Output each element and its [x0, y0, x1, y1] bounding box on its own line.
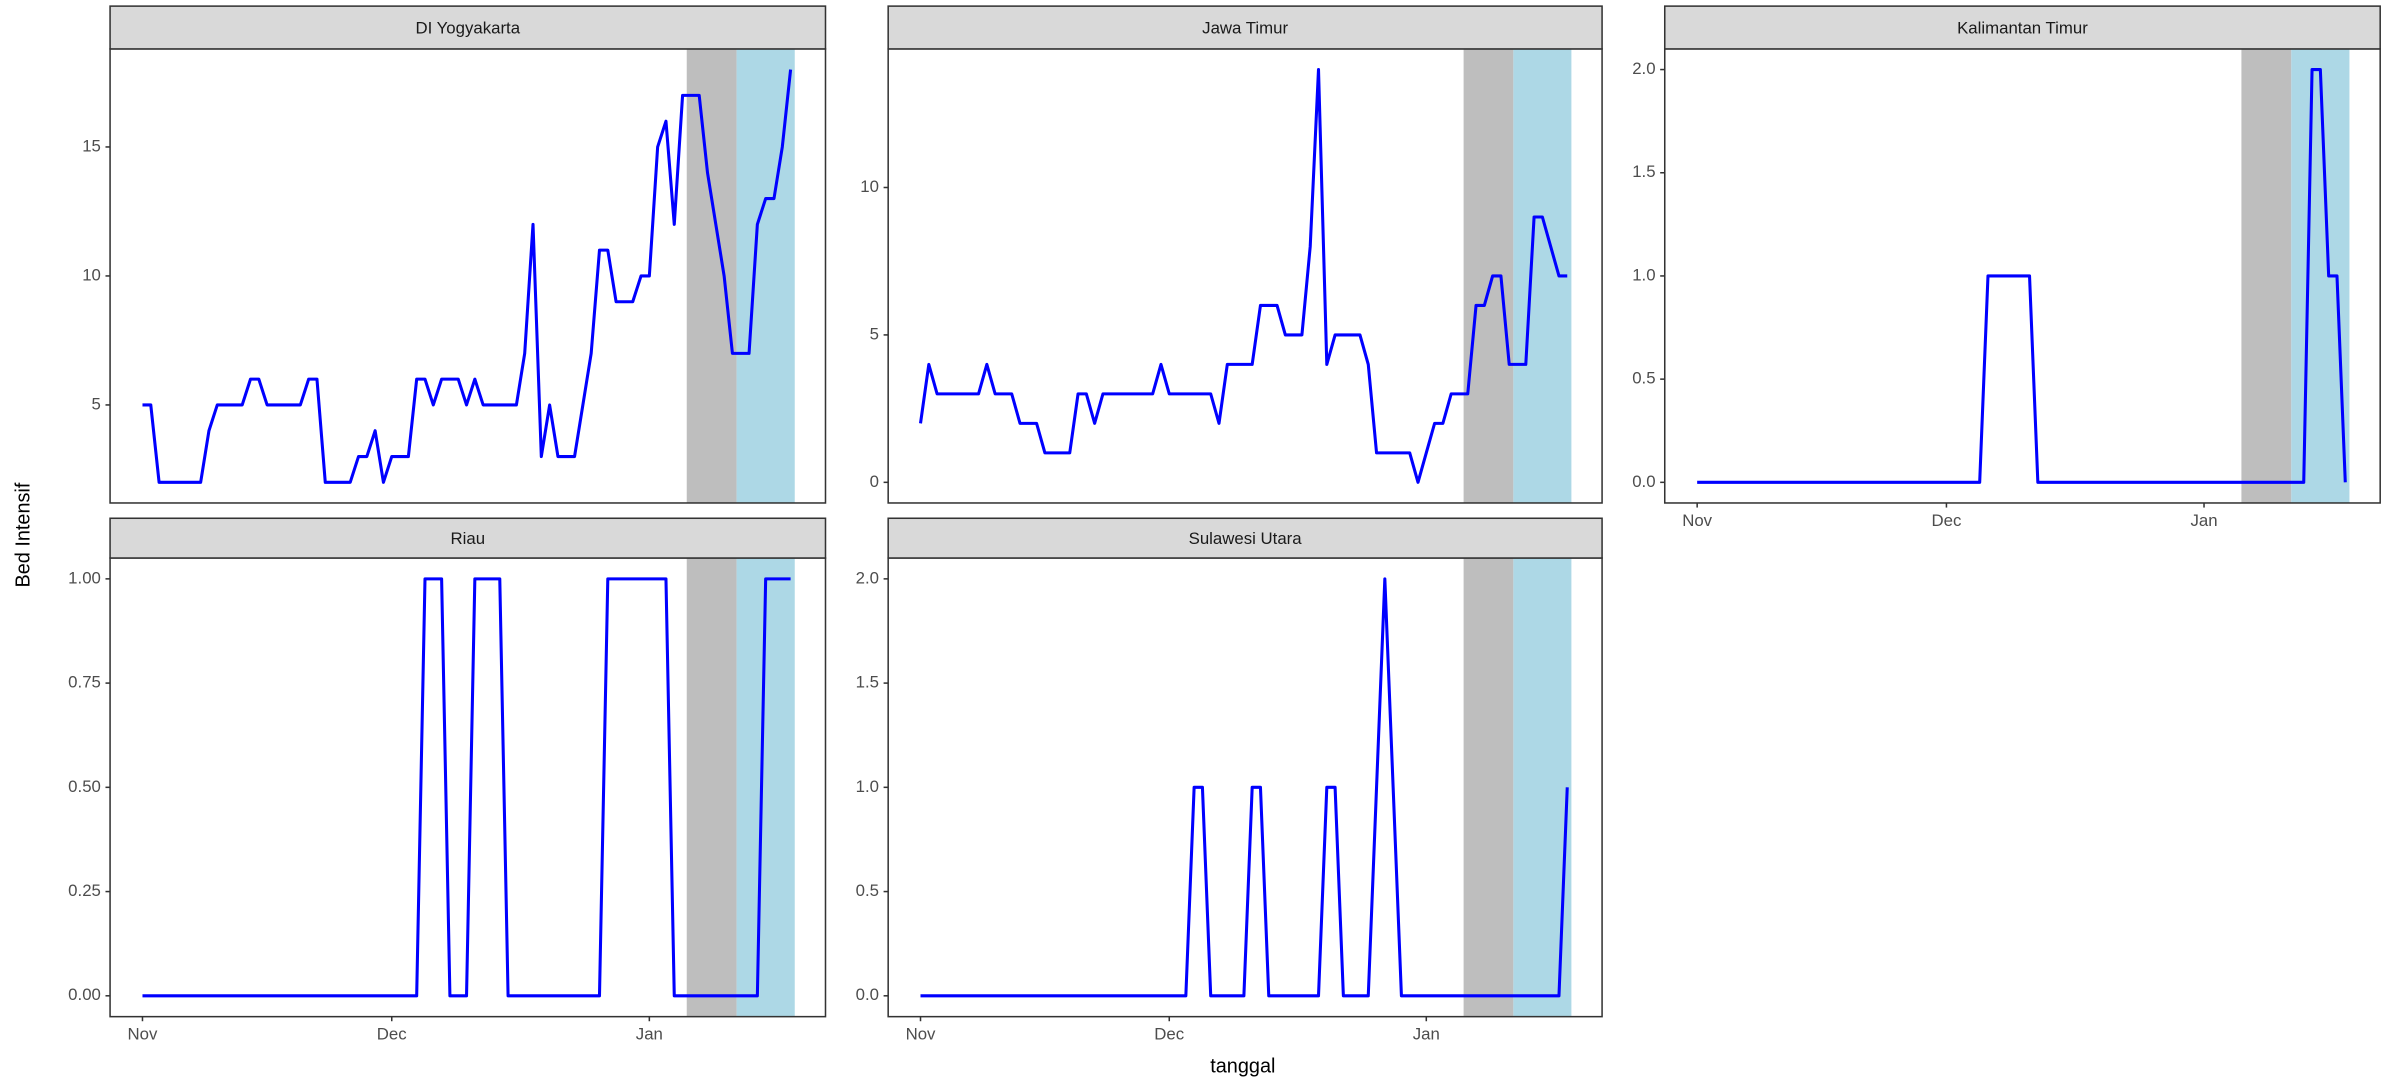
strip-label: Sulawesi Utara	[1189, 529, 1303, 548]
y-tick-label: 2.0	[1632, 59, 1655, 78]
highlight-band	[1513, 558, 1572, 1017]
y-tick-label: 0.0	[856, 985, 879, 1004]
x-tick-label: Dec	[377, 1024, 407, 1043]
highlight-band	[2241, 48, 2292, 503]
y-tick-label: 1.5	[1632, 162, 1655, 181]
y-tick-label: 1.00	[68, 568, 101, 587]
strip	[109, 5, 827, 50]
y-tick-label: 1.5	[856, 673, 879, 692]
highlight-band	[1463, 558, 1514, 1017]
line	[918, 68, 1568, 484]
y-tick-label: 0.50	[68, 777, 101, 796]
strip	[1663, 5, 2381, 50]
strip-label: DI Yogyakarta	[415, 18, 520, 37]
x-tick-label: Nov	[1682, 511, 1712, 530]
y-tick-label: 1.0	[1632, 265, 1655, 284]
line	[142, 577, 791, 998]
x-axis-title: tanggal	[1210, 1055, 1275, 1077]
x-tick-label: Jan	[2190, 511, 2217, 530]
highlight-band	[2291, 48, 2350, 503]
x-tick-label: Nov	[128, 1024, 158, 1043]
y-tick-label: 15	[82, 136, 101, 155]
y-tick-label: 0.25	[68, 881, 101, 900]
x-tick-label: Dec	[1932, 511, 1962, 530]
strip	[887, 517, 1603, 559]
y-tick-label: 0.0	[1632, 472, 1655, 491]
strip	[887, 5, 1603, 50]
y-tick-label: 0	[870, 472, 879, 491]
highlight-band	[686, 558, 737, 1017]
highlight-band	[686, 48, 737, 503]
x-tick-label: Jan	[636, 1024, 663, 1043]
strip-label: Kalimantan Timur	[1957, 18, 2088, 37]
y-tick-label: 5	[92, 394, 101, 413]
strip-label: Riau	[451, 529, 486, 548]
y-tick-label: 2.0	[856, 568, 879, 587]
y-tick-label: 0.5	[856, 881, 879, 900]
y-tick-label: 0.5	[1632, 369, 1655, 388]
y-tick-label: 1.0	[856, 777, 879, 796]
y-tick-label: 10	[82, 265, 101, 284]
x-tick-label: Nov	[906, 1024, 936, 1043]
x-tick-label: Dec	[1154, 1024, 1184, 1043]
strip-label: Jawa Timur	[1202, 18, 1288, 37]
highlight-band	[1463, 48, 1514, 503]
y-tick-label: 0.00	[68, 985, 101, 1004]
y-tick-label: 0.75	[68, 673, 101, 692]
y-tick-label: 10	[860, 177, 879, 196]
line	[1697, 68, 2347, 484]
line	[142, 69, 793, 484]
line	[920, 577, 1569, 998]
strip	[109, 517, 827, 559]
y-axis-title: Bed Intensif	[13, 482, 35, 587]
y-tick-label: 5	[870, 324, 879, 343]
x-tick-label: Jan	[1413, 1024, 1440, 1043]
